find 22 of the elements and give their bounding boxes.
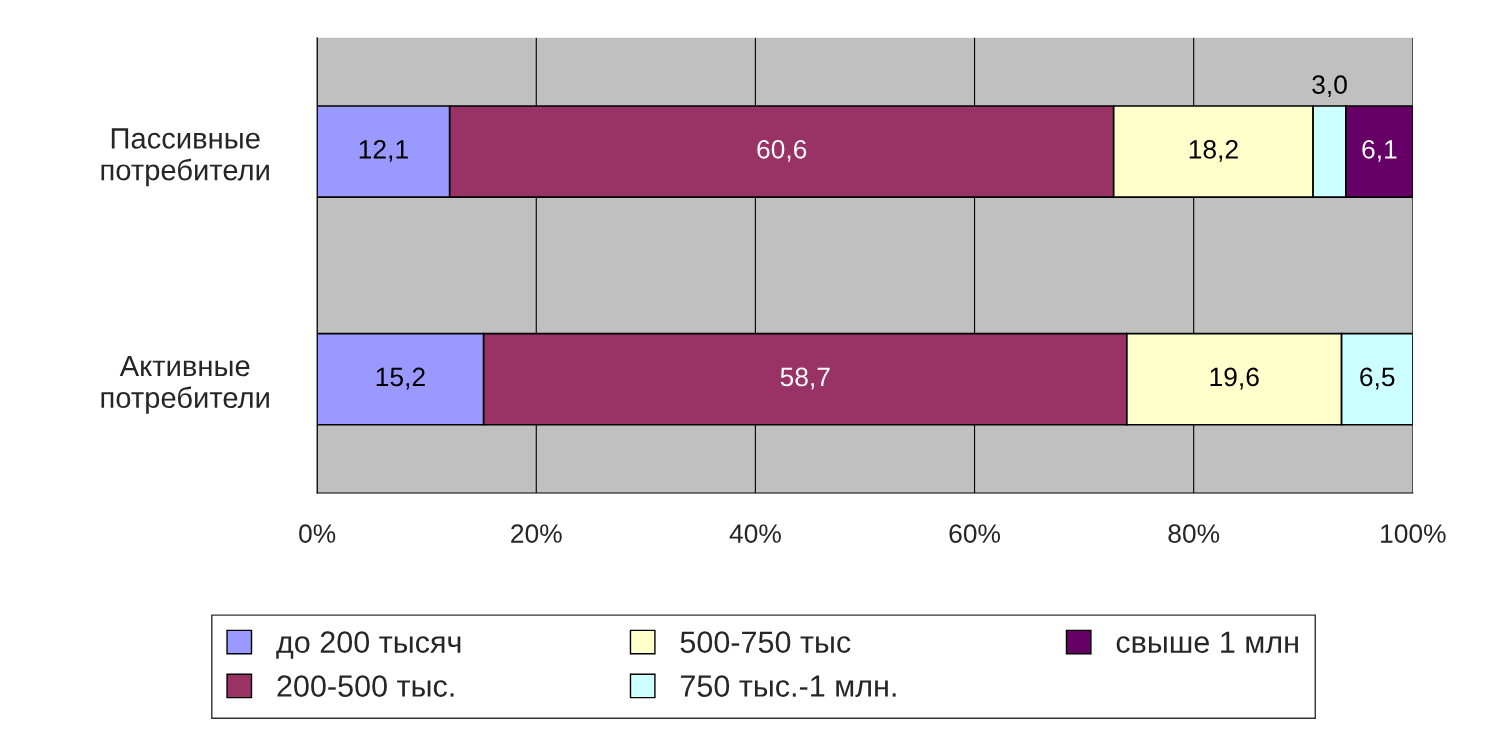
legend-label: 750 тыс.-1 млн. [680,675,896,697]
data-label: 60,6 [757,139,807,162]
data-label: 6,1 [1362,139,1397,162]
data-label: 3,0 [1312,75,1347,98]
x-tick-label: 60% [949,524,1001,543]
x-tick-label: 20% [511,524,562,543]
legend-label: 200-500 тыс. [277,675,454,697]
x-tick-label: 0% [299,524,336,543]
x-tick-label: 40% [729,524,781,543]
data-label: 18,2 [1189,139,1238,162]
data-label: 58,7 [780,367,830,390]
legend-label: до 200 тысяч [276,631,461,659]
y-tick-label: Активные потребители [101,355,269,414]
data-label: 15,2 [376,367,425,390]
x-tick-label: 100% [1381,524,1446,543]
data-label: 12,1 [359,139,408,162]
legend-label: свыше 1 млн [1116,631,1298,653]
legend-label: 500-750 тыс [680,631,851,653]
x-tick-label: 80% [1168,524,1220,543]
y-tick-label: Пассивные потребители [101,128,269,187]
data-label: 19,6 [1210,367,1259,390]
data-label: 6,5 [1360,367,1395,390]
